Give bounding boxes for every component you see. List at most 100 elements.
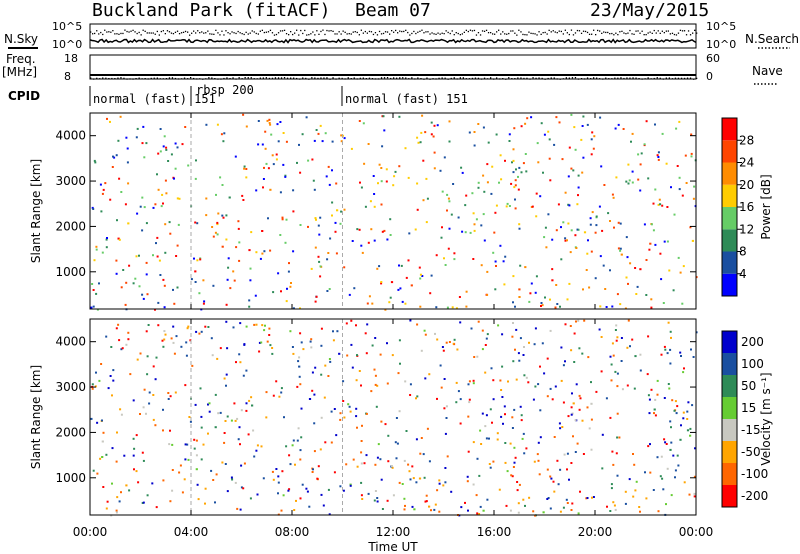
power-cell xyxy=(127,222,130,225)
nave-point xyxy=(96,77,98,79)
nsearch-point xyxy=(225,30,227,32)
nsearch-point xyxy=(120,32,122,35)
power-cell xyxy=(215,193,217,196)
velocity-cell xyxy=(663,438,666,441)
velocity-cell xyxy=(670,494,673,497)
velocity-cell xyxy=(424,377,427,380)
velocity-cell xyxy=(255,449,258,452)
power-cell xyxy=(176,146,179,149)
power-cell xyxy=(441,190,444,193)
velocity-cell xyxy=(616,436,619,439)
power-cell xyxy=(625,236,628,239)
velocity-colorbar-tick-label: -15 xyxy=(741,423,761,437)
velocity-cell xyxy=(571,412,574,415)
nsearch-point xyxy=(122,32,124,35)
power-cell xyxy=(196,222,199,225)
nsearch-point xyxy=(508,32,510,35)
power-cell xyxy=(576,203,579,206)
power-cell xyxy=(419,273,422,276)
nave-point xyxy=(468,78,471,80)
velocity-cell xyxy=(613,504,616,507)
velocity-cell xyxy=(513,461,516,464)
nsearch-point xyxy=(184,30,187,33)
x-axis-label: Time UT xyxy=(367,540,418,554)
power-cell xyxy=(394,170,397,173)
velocity-cell xyxy=(155,356,158,359)
nsearch-point xyxy=(584,30,587,33)
velocity-cell xyxy=(579,490,581,493)
power-cell xyxy=(614,127,617,130)
velocity-cell xyxy=(546,468,549,471)
velocity-cell xyxy=(479,429,482,432)
power-cell xyxy=(482,126,485,129)
velocity-cell xyxy=(179,464,182,467)
power-cell xyxy=(555,229,558,232)
nsearch-point xyxy=(580,32,583,34)
nave-point xyxy=(232,77,234,79)
velocity-cell xyxy=(214,501,216,504)
velocity-cell xyxy=(403,508,406,511)
velocity-cell xyxy=(488,463,491,465)
velocity-cell xyxy=(111,447,114,450)
velocity-cell xyxy=(339,412,342,415)
power-cell xyxy=(280,290,282,293)
power-cell xyxy=(619,303,622,306)
velocity-cell xyxy=(330,410,333,413)
power-cell xyxy=(101,251,104,254)
power-cell xyxy=(514,198,516,201)
velocity-cell xyxy=(634,489,637,492)
power-cell xyxy=(193,257,195,260)
velocity-cell xyxy=(101,456,104,458)
velocity-cell xyxy=(564,323,567,326)
velocity-cell xyxy=(496,432,499,435)
power-cell xyxy=(685,182,688,184)
nsearch-point xyxy=(588,33,591,35)
velocity-cell xyxy=(517,352,520,355)
power-cell xyxy=(358,120,361,122)
velocity-cell xyxy=(360,451,363,454)
nave-point xyxy=(329,78,331,80)
velocity-cell xyxy=(117,323,120,326)
nave-point xyxy=(338,77,340,79)
velocity-cell xyxy=(523,452,526,455)
velocity-cell xyxy=(243,462,246,465)
nave-point xyxy=(356,78,358,80)
power-cell xyxy=(635,293,638,295)
power-cell xyxy=(582,288,584,291)
nsky-tick-high: 10^5 xyxy=(52,20,82,33)
power-cell xyxy=(145,142,148,145)
nsearch-point xyxy=(481,30,484,32)
velocity-cell xyxy=(132,454,135,457)
power-cell xyxy=(292,307,295,310)
nave-point xyxy=(447,78,449,80)
velocity-cell xyxy=(517,511,520,514)
nave-point xyxy=(677,77,680,79)
power-cell xyxy=(547,130,550,133)
power-cell xyxy=(113,156,116,159)
nsearch-point xyxy=(237,30,239,33)
velocity-cell xyxy=(522,354,525,356)
nave-point xyxy=(647,77,649,79)
power-cell xyxy=(576,228,579,231)
nsearch-point xyxy=(306,34,308,36)
nsearch-point xyxy=(465,29,467,31)
power-cell xyxy=(537,161,540,164)
nsearch-point xyxy=(386,31,389,33)
power-cell xyxy=(126,161,129,164)
power-cell xyxy=(143,206,146,209)
velocity-cell xyxy=(656,456,659,459)
velocity-cell xyxy=(438,479,441,482)
velocity-cell xyxy=(586,497,589,499)
velocity-cell xyxy=(272,478,275,481)
velocity-cell xyxy=(360,384,362,387)
power-cell xyxy=(205,197,208,200)
power-cell xyxy=(221,184,224,186)
nave-point xyxy=(608,78,610,80)
power-cell xyxy=(122,269,125,271)
velocity-cell xyxy=(670,426,672,429)
power-cell xyxy=(436,124,439,127)
nave-point xyxy=(505,78,507,80)
power-colorbar-swatch xyxy=(722,162,737,185)
power-cell xyxy=(660,278,663,281)
